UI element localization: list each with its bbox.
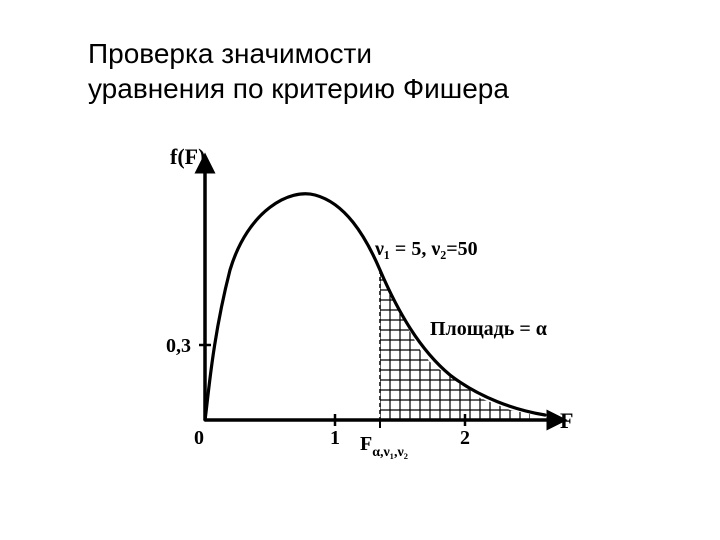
svg-text:Площадь = α: Площадь = α [430, 318, 547, 340]
svg-text:0: 0 [194, 427, 204, 449]
f-distribution-chart: f(F) F 0 1 2 0,3 ν₁ = 5, ν₂=50 Площадь = α Fα,ν₁… [130, 140, 590, 480]
slide-title: Проверка значимости уравнения по критери… [88, 36, 648, 106]
svg-text:2: 2 [460, 427, 470, 449]
svg-text:0,3: 0,3 [166, 335, 191, 357]
svg-text:1: 1 [330, 427, 340, 449]
chart-svg: f(F) F 0 1 2 0,3 ν₁ = 5, ν₂=50 Площадь = α Fα,ν₁… [130, 140, 590, 480]
svg-text:f(F): f(F) [170, 144, 205, 169]
svg-text:Fα,ν₁,ν₂: Fα,ν₁,ν₂ [360, 433, 408, 460]
svg-text:F: F [560, 408, 573, 433]
title-line-1: Проверка значимости [88, 38, 372, 69]
title-line-2: уравнения по критерию Фишера [88, 73, 509, 104]
svg-text:ν₁ = 5, ν₂=50: ν₁ = 5, ν₂=50 [374, 238, 478, 260]
